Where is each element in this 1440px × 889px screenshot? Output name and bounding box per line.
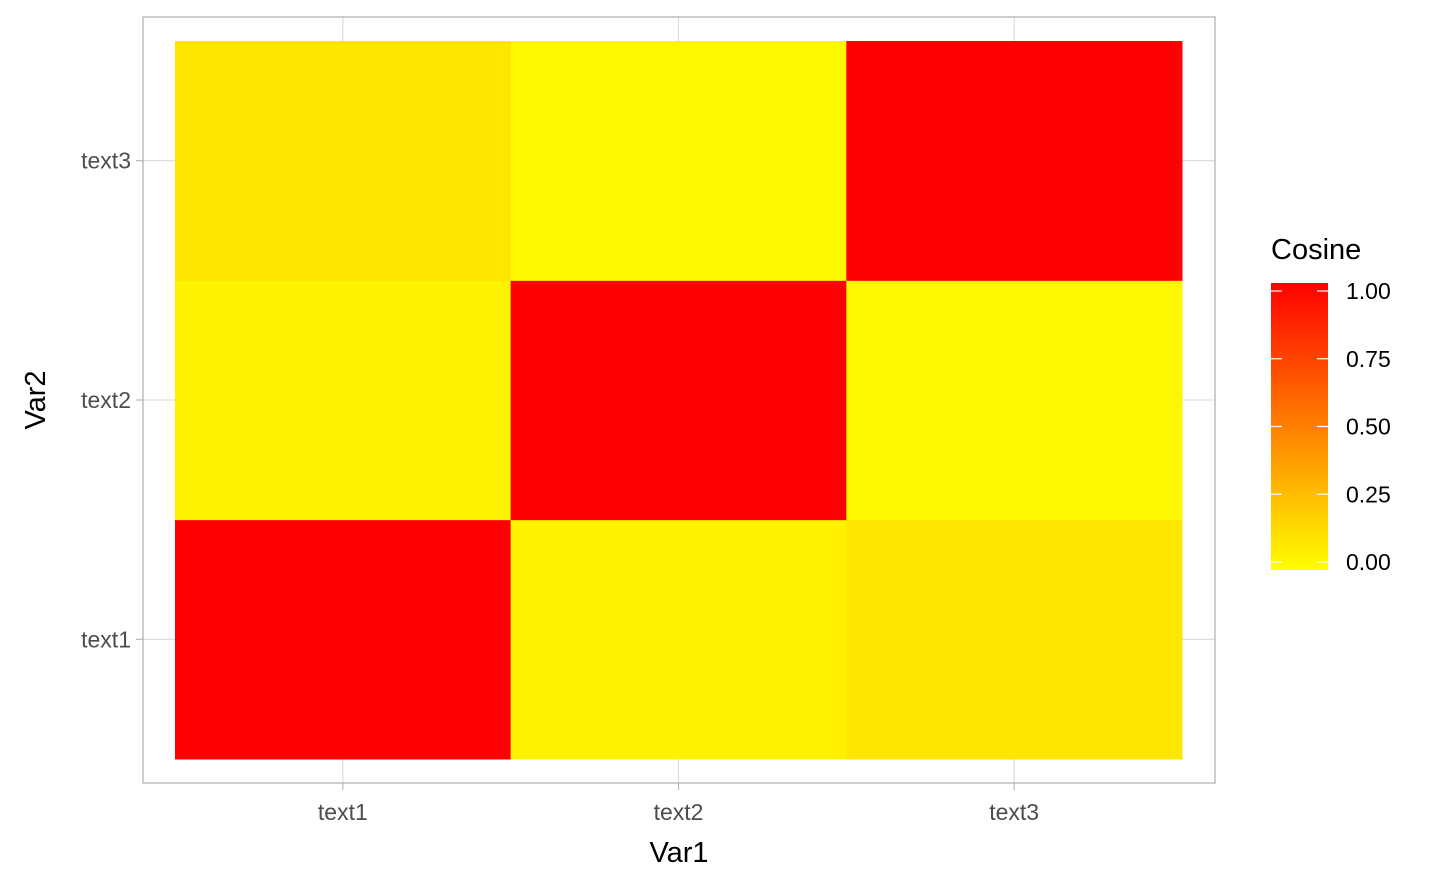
y-tick-label: text1 xyxy=(81,626,131,652)
heatmap-tiles xyxy=(175,41,1183,760)
legend-ticks: 1.00 0.75 0.50 0.25 0.00 xyxy=(1271,278,1391,575)
heatmap-tile xyxy=(510,41,847,281)
legend-label: 0.25 xyxy=(1346,481,1391,507)
legend-label: 1.00 xyxy=(1346,278,1391,304)
x-tick-label: text3 xyxy=(989,799,1039,825)
y-axis-title: Var2 xyxy=(20,370,52,429)
y-tick-label: text2 xyxy=(81,387,131,413)
heatmap-tile xyxy=(846,41,1183,281)
y-tick-label: text3 xyxy=(81,148,131,174)
x-tick-label: text2 xyxy=(654,799,704,825)
heatmap-tile xyxy=(175,280,512,521)
x-tick-label: text1 xyxy=(318,799,368,825)
heatmap-tile xyxy=(510,280,847,521)
heatmap-tile xyxy=(846,519,1183,760)
heatmap-tile xyxy=(175,519,512,760)
heatmap-tile xyxy=(846,280,1183,521)
heatmap-tile xyxy=(175,41,512,281)
legend: Cosine 1.00 0.75 0.50 0.25 0.00 xyxy=(1271,234,1391,575)
legend-title: Cosine xyxy=(1271,234,1361,266)
legend-label: 0.75 xyxy=(1346,346,1391,372)
legend-label: 0.50 xyxy=(1346,414,1391,440)
x-axis-title: Var1 xyxy=(649,837,708,869)
heatmap-tile xyxy=(510,519,847,760)
axes: text1 text2 text3 text1 text2 text3 xyxy=(81,148,1039,825)
legend-label: 0.00 xyxy=(1346,549,1391,575)
